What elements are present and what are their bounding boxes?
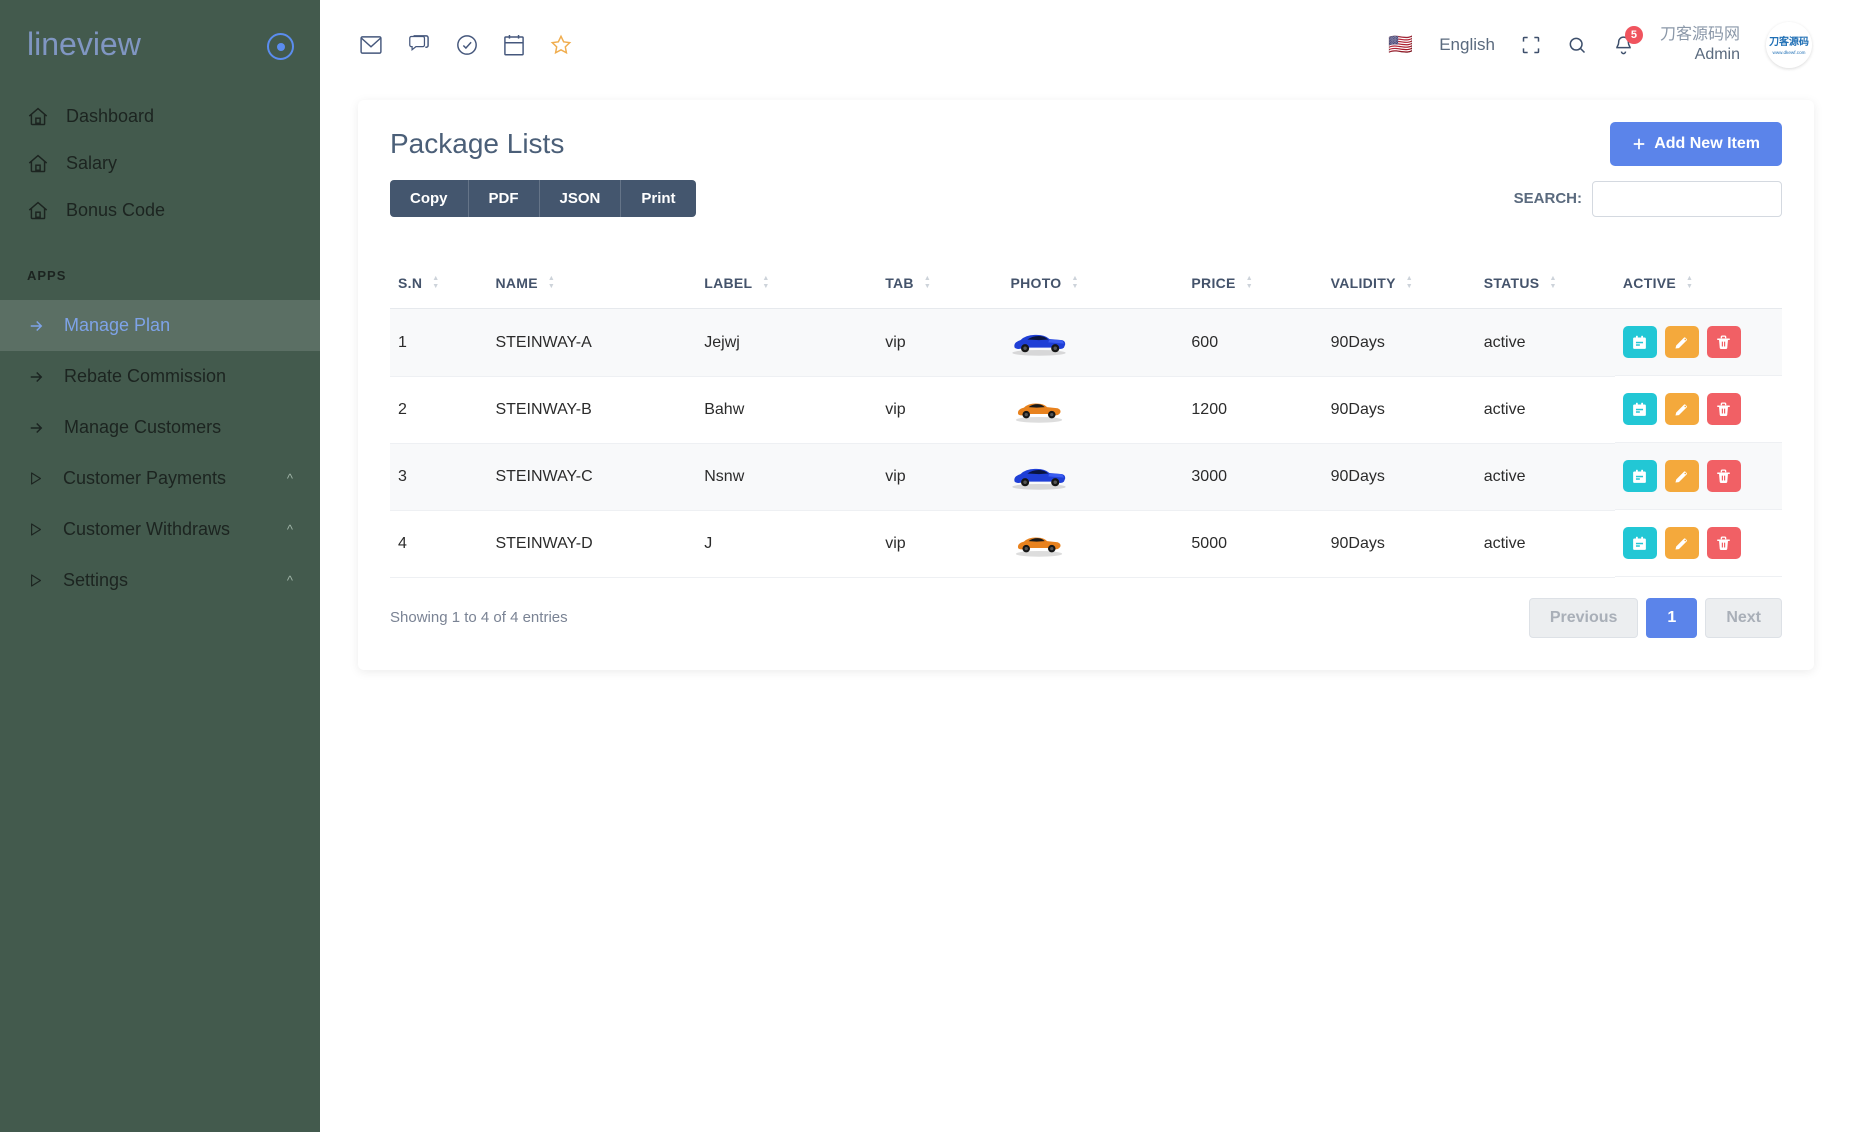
svg-text:www.dkewf.com: www.dkewf.com [1773,50,1806,55]
svg-text:刀客源码: 刀客源码 [1769,35,1809,48]
